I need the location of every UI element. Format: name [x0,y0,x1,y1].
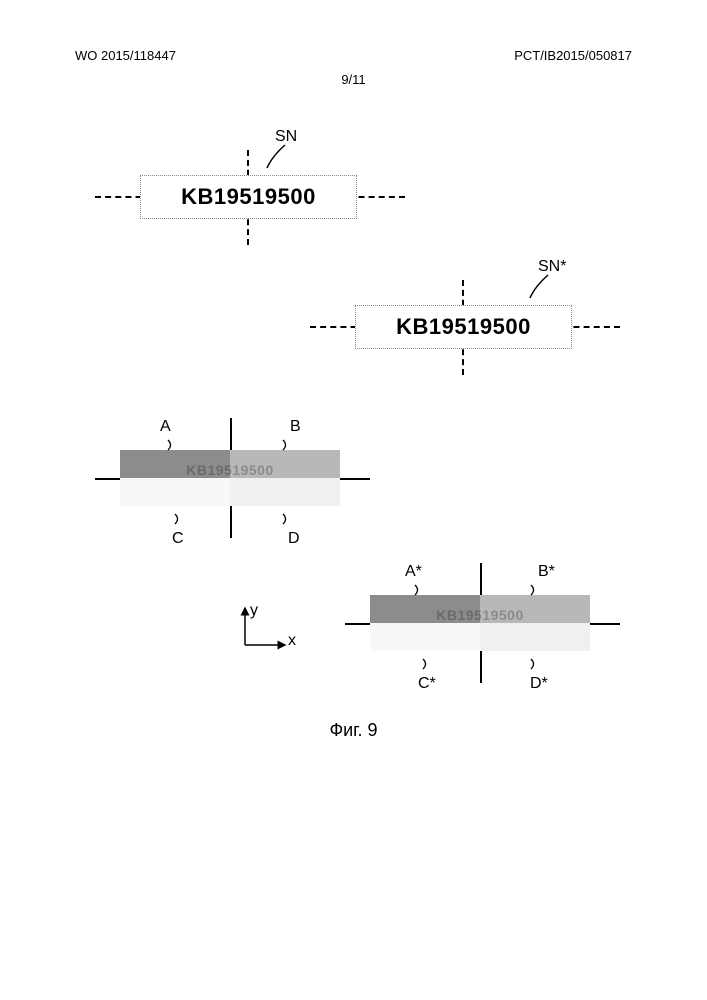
quad2-label-a: A* [405,563,422,581]
quad1-label-b: B [290,418,301,436]
quad2-label-c: C* [418,675,436,693]
quad2-wiggle-c [420,657,434,671]
sn-star-lead [528,273,558,303]
sn-star-text: KB19519500 [396,314,531,340]
quad2-wiggle-b [528,583,542,597]
sn-box: KB19519500 [140,175,357,219]
quad1-wiggle-a [165,438,179,452]
sn-lead [265,143,295,173]
quad2-block: KB19519500 [370,595,590,651]
y-axis-label: y [250,602,258,620]
figure-canvas: KB19519500 SN KB19519500 SN* KB19519500 … [0,0,707,1000]
quad2-wiggle-a [412,583,426,597]
quad2-label-b: B* [538,563,555,581]
quad1-ghost: KB19519500 [120,462,340,478]
quad1-cell-c [120,478,230,506]
quad2-wiggle-d [528,657,542,671]
quad2-ghost: KB19519500 [370,607,590,623]
quad1-label-d: D [288,530,300,548]
quad1-wiggle-d [280,512,294,526]
quad1-label-c: C [172,530,184,548]
quad2-cell-d [480,623,590,651]
quad2-cell-c [370,623,480,651]
quad1-wiggle-b [280,438,294,452]
sn-star-box: KB19519500 [355,305,572,349]
quad1-wiggle-c [172,512,186,526]
quad1-cell-d [230,478,340,506]
figure-caption: Фиг. 9 [0,720,707,741]
sn-text: KB19519500 [181,184,316,210]
quad1-block: KB19519500 [120,450,340,506]
quad1-label-a: A [160,418,171,436]
quad2-label-d: D* [530,675,548,693]
x-axis-label: x [288,632,296,650]
